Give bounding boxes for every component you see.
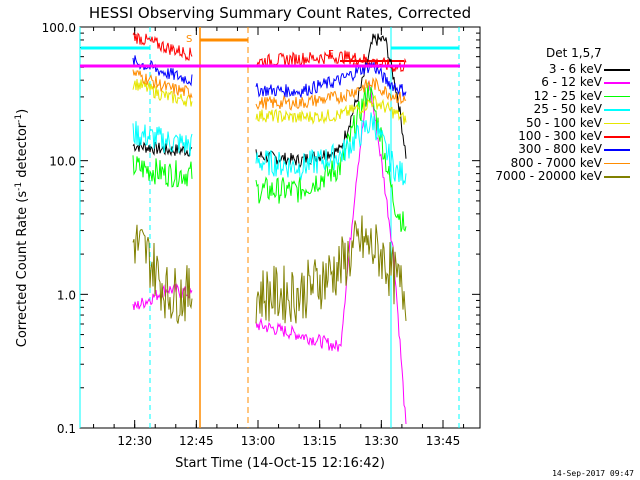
legend-swatch <box>604 136 630 138</box>
xtick-label: 13:45 <box>426 434 461 448</box>
xtick-label: 13:15 <box>302 434 337 448</box>
legend-label: 300 - 800 keV <box>518 142 602 157</box>
legend-entry: 300 - 800 keV <box>480 142 630 156</box>
legend-swatch <box>604 109 630 111</box>
xtick-label: 12:30 <box>117 434 152 448</box>
legend-entry: 12 - 25 keV <box>480 89 630 103</box>
legend-label: 100 - 300 keV <box>518 129 602 143</box>
x-axis-label: Start Time (14-Oct-15 12:16:42) <box>175 456 385 471</box>
ytick-label: 0.1 <box>57 422 76 436</box>
series-line-6 <box>132 31 193 62</box>
series-line-5 <box>132 78 193 107</box>
legend-title: Det 1,5,7 <box>546 46 602 60</box>
legend-label: 3 - 6 keV <box>548 62 602 76</box>
series-line-3 <box>132 155 193 188</box>
chart-title: HESSI Observing Summary Count Rates, Cor… <box>89 4 471 22</box>
legend-label: 6 - 12 keV <box>541 75 602 90</box>
legend-label: 12 - 25 keV <box>533 88 602 103</box>
legend-entry: 100 - 300 keV <box>480 129 630 143</box>
ytick-label: 10.0 <box>49 155 76 169</box>
legend-entry: 50 - 100 keV <box>480 116 630 130</box>
legend-entry: 3 - 6 keV <box>480 62 630 76</box>
annotation-label: S <box>186 34 192 45</box>
legend-swatch <box>604 122 630 125</box>
series-line-2 <box>255 80 407 425</box>
legend-swatch <box>604 82 630 84</box>
series-line-4 <box>132 121 193 156</box>
legend-entry: 800 - 7000 keV <box>480 156 630 170</box>
footer-timestamp: 14-Sep-2017 09:47 <box>552 469 634 478</box>
legend-swatch <box>604 162 630 165</box>
series-line-8 <box>255 76 407 111</box>
series-line-7 <box>132 55 193 87</box>
legend-swatch <box>604 149 630 151</box>
ytick-label: 100.0 <box>42 21 76 35</box>
legend-swatch <box>604 95 630 98</box>
legend-entry: 7000 - 20000 keV <box>480 169 630 183</box>
annotation-label: F <box>328 49 334 60</box>
legend-label: 50 - 100 keV <box>525 115 602 130</box>
series-line-8 <box>132 69 193 100</box>
xtick-label: 12:45 <box>179 434 214 448</box>
series-line-7 <box>255 61 407 98</box>
legend-label: 7000 - 20000 keV <box>495 169 602 184</box>
ytick-label: 1.0 <box>57 288 76 302</box>
y-axis-label: Corrected Count Rate (s-1 detector-1) <box>14 109 30 347</box>
xtick-label: 13:00 <box>241 434 276 448</box>
legend-entry: 25 - 50 keV <box>480 102 630 116</box>
series-line-9 <box>132 224 193 324</box>
series-line-9 <box>255 215 407 324</box>
legend-swatch <box>604 69 630 71</box>
series-line-4 <box>255 112 407 186</box>
series-line-3 <box>255 82 407 232</box>
xtick-label: 13:30 <box>364 434 399 448</box>
legend-label: 25 - 50 keV <box>533 102 602 117</box>
annotation-label: A <box>352 58 359 69</box>
series-line-5 <box>255 94 407 125</box>
legend-swatch <box>604 176 630 178</box>
legend-label: 800 - 7000 keV <box>510 155 602 170</box>
legend-entry: 6 - 12 keV <box>480 75 630 89</box>
